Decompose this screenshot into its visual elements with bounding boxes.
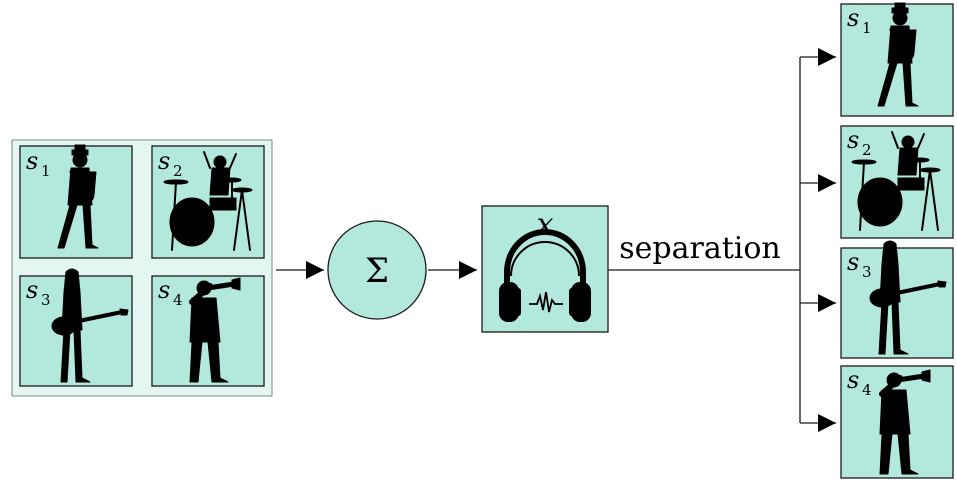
svg-text:s: s <box>847 126 859 154</box>
source-box-3: s 3 <box>19 267 133 387</box>
svg-text:4: 4 <box>173 291 183 309</box>
svg-text:s: s <box>158 276 170 304</box>
sum-node: Σ <box>327 220 427 320</box>
svg-text:s: s <box>158 147 170 175</box>
source-box-4: s 4 <box>151 276 265 387</box>
svg-text:s: s <box>847 248 859 276</box>
source-box-1: s 1 <box>19 145 133 259</box>
svg-text:4: 4 <box>862 381 872 399</box>
mixture-box: x <box>481 205 609 333</box>
svg-text:1: 1 <box>41 162 51 180</box>
svg-text:s: s <box>26 276 38 304</box>
output-box-4: s 4 <box>840 365 954 479</box>
svg-text:Σ: Σ <box>365 251 389 291</box>
svg-text:s: s <box>847 366 859 394</box>
output-box-3: s 3 <box>840 239 954 359</box>
svg-text:x: x <box>537 207 554 242</box>
svg-text:s: s <box>26 147 38 175</box>
svg-text:s: s <box>847 4 859 32</box>
svg-text:3: 3 <box>41 291 51 309</box>
output-box-2: s 2 <box>840 125 954 239</box>
svg-text:1: 1 <box>862 19 872 37</box>
source-box-2: s 2 <box>151 145 265 259</box>
output-box-1: s 1 <box>840 3 954 117</box>
svg-text:2: 2 <box>862 141 872 159</box>
svg-text:3: 3 <box>862 263 872 281</box>
svg-text:2: 2 <box>173 162 183 180</box>
separation-label: separation <box>619 231 781 266</box>
